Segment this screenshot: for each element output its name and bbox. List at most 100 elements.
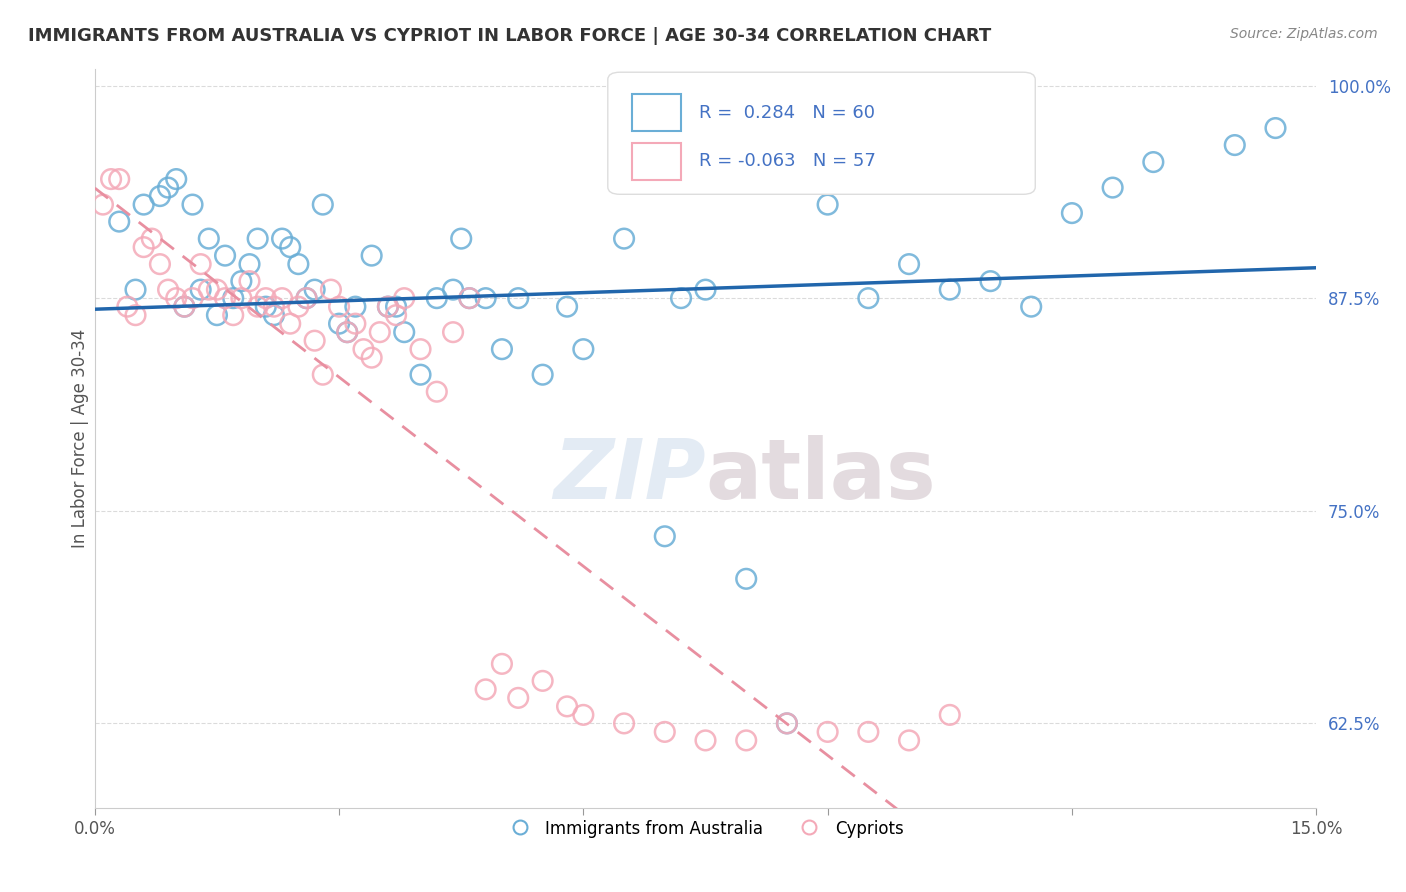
- Point: [287, 257, 309, 271]
- Point: [328, 317, 350, 331]
- Point: [149, 257, 172, 271]
- Point: [238, 257, 260, 271]
- Point: [385, 308, 408, 322]
- Point: [1142, 155, 1164, 169]
- Point: [165, 291, 187, 305]
- Text: R =  0.284   N = 60: R = 0.284 N = 60: [699, 103, 876, 122]
- Point: [319, 283, 342, 297]
- Point: [368, 325, 391, 339]
- Point: [360, 351, 382, 365]
- Point: [231, 291, 253, 305]
- Point: [508, 291, 530, 305]
- Point: [278, 317, 301, 331]
- Point: [141, 232, 163, 246]
- Point: [214, 291, 236, 305]
- Point: [108, 172, 131, 186]
- Point: [246, 232, 269, 246]
- Point: [613, 232, 636, 246]
- Point: [695, 283, 717, 297]
- Point: [132, 240, 155, 254]
- Point: [555, 300, 578, 314]
- Point: [474, 682, 496, 697]
- Point: [776, 716, 799, 731]
- Point: [979, 274, 1001, 288]
- Point: [450, 232, 472, 246]
- Point: [441, 325, 464, 339]
- Point: [531, 673, 554, 688]
- Bar: [633, 95, 681, 131]
- Point: [132, 197, 155, 211]
- Point: [817, 725, 839, 739]
- Point: [295, 291, 318, 305]
- Point: [173, 300, 195, 314]
- Point: [409, 368, 432, 382]
- Point: [572, 342, 595, 356]
- Point: [254, 291, 277, 305]
- Point: [939, 283, 962, 297]
- Point: [491, 657, 513, 671]
- Point: [531, 368, 554, 382]
- Point: [654, 529, 676, 543]
- Point: [271, 291, 294, 305]
- Point: [328, 300, 350, 314]
- Point: [181, 291, 204, 305]
- Point: [392, 291, 415, 305]
- Point: [246, 300, 269, 314]
- Point: [222, 291, 245, 305]
- Point: [149, 189, 172, 203]
- Point: [898, 733, 921, 747]
- FancyBboxPatch shape: [607, 72, 1035, 194]
- Point: [360, 249, 382, 263]
- Text: Source: ZipAtlas.com: Source: ZipAtlas.com: [1230, 27, 1378, 41]
- Point: [190, 283, 212, 297]
- Point: [613, 716, 636, 731]
- Point: [1019, 300, 1042, 314]
- Text: ZIP: ZIP: [553, 435, 706, 516]
- Point: [353, 342, 375, 356]
- Point: [458, 291, 481, 305]
- Point: [108, 214, 131, 228]
- Point: [263, 300, 285, 314]
- Point: [214, 249, 236, 263]
- Point: [858, 291, 880, 305]
- Point: [181, 197, 204, 211]
- Point: [776, 716, 799, 731]
- Point: [426, 291, 449, 305]
- Point: [491, 342, 513, 356]
- Point: [304, 283, 326, 297]
- Point: [735, 572, 758, 586]
- Point: [336, 325, 359, 339]
- Point: [1223, 138, 1246, 153]
- Point: [654, 725, 676, 739]
- Point: [124, 308, 146, 322]
- Point: [377, 300, 399, 314]
- Point: [295, 291, 318, 305]
- Point: [1101, 180, 1123, 194]
- Point: [858, 725, 880, 739]
- Point: [1060, 206, 1083, 220]
- Point: [173, 300, 195, 314]
- Point: [124, 283, 146, 297]
- Point: [458, 291, 481, 305]
- Point: [898, 257, 921, 271]
- Text: atlas: atlas: [706, 435, 936, 516]
- Point: [190, 257, 212, 271]
- Point: [198, 232, 221, 246]
- Point: [336, 325, 359, 339]
- Point: [222, 308, 245, 322]
- Y-axis label: In Labor Force | Age 30-34: In Labor Force | Age 30-34: [72, 329, 89, 548]
- Point: [287, 300, 309, 314]
- Point: [117, 300, 139, 314]
- Point: [441, 283, 464, 297]
- Point: [100, 172, 122, 186]
- Point: [695, 733, 717, 747]
- Point: [205, 283, 228, 297]
- Point: [377, 300, 399, 314]
- Point: [426, 384, 449, 399]
- Bar: [633, 143, 681, 179]
- Point: [205, 308, 228, 322]
- Point: [198, 283, 221, 297]
- Point: [91, 197, 114, 211]
- Point: [312, 368, 335, 382]
- Point: [344, 317, 367, 331]
